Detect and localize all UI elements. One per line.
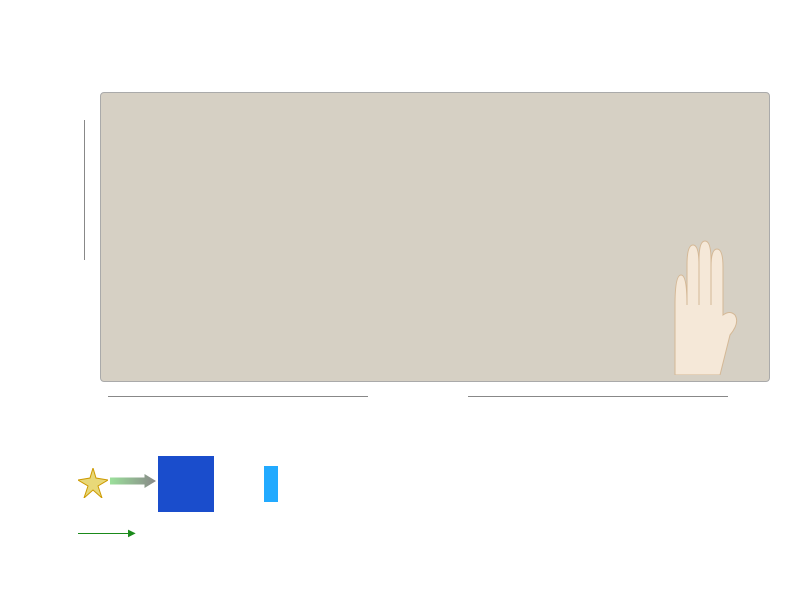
along-scan-label: ▶ (78, 528, 136, 539)
page-title (0, 0, 794, 14)
ccd-big-icon (158, 456, 214, 512)
transit-arrow-icon (110, 474, 156, 488)
star-icon (78, 468, 108, 498)
transit-diagram: ▶ (68, 436, 348, 556)
pixel-icon (264, 466, 278, 502)
legend-area: ▶ (68, 406, 768, 566)
hand-icon (640, 235, 750, 375)
